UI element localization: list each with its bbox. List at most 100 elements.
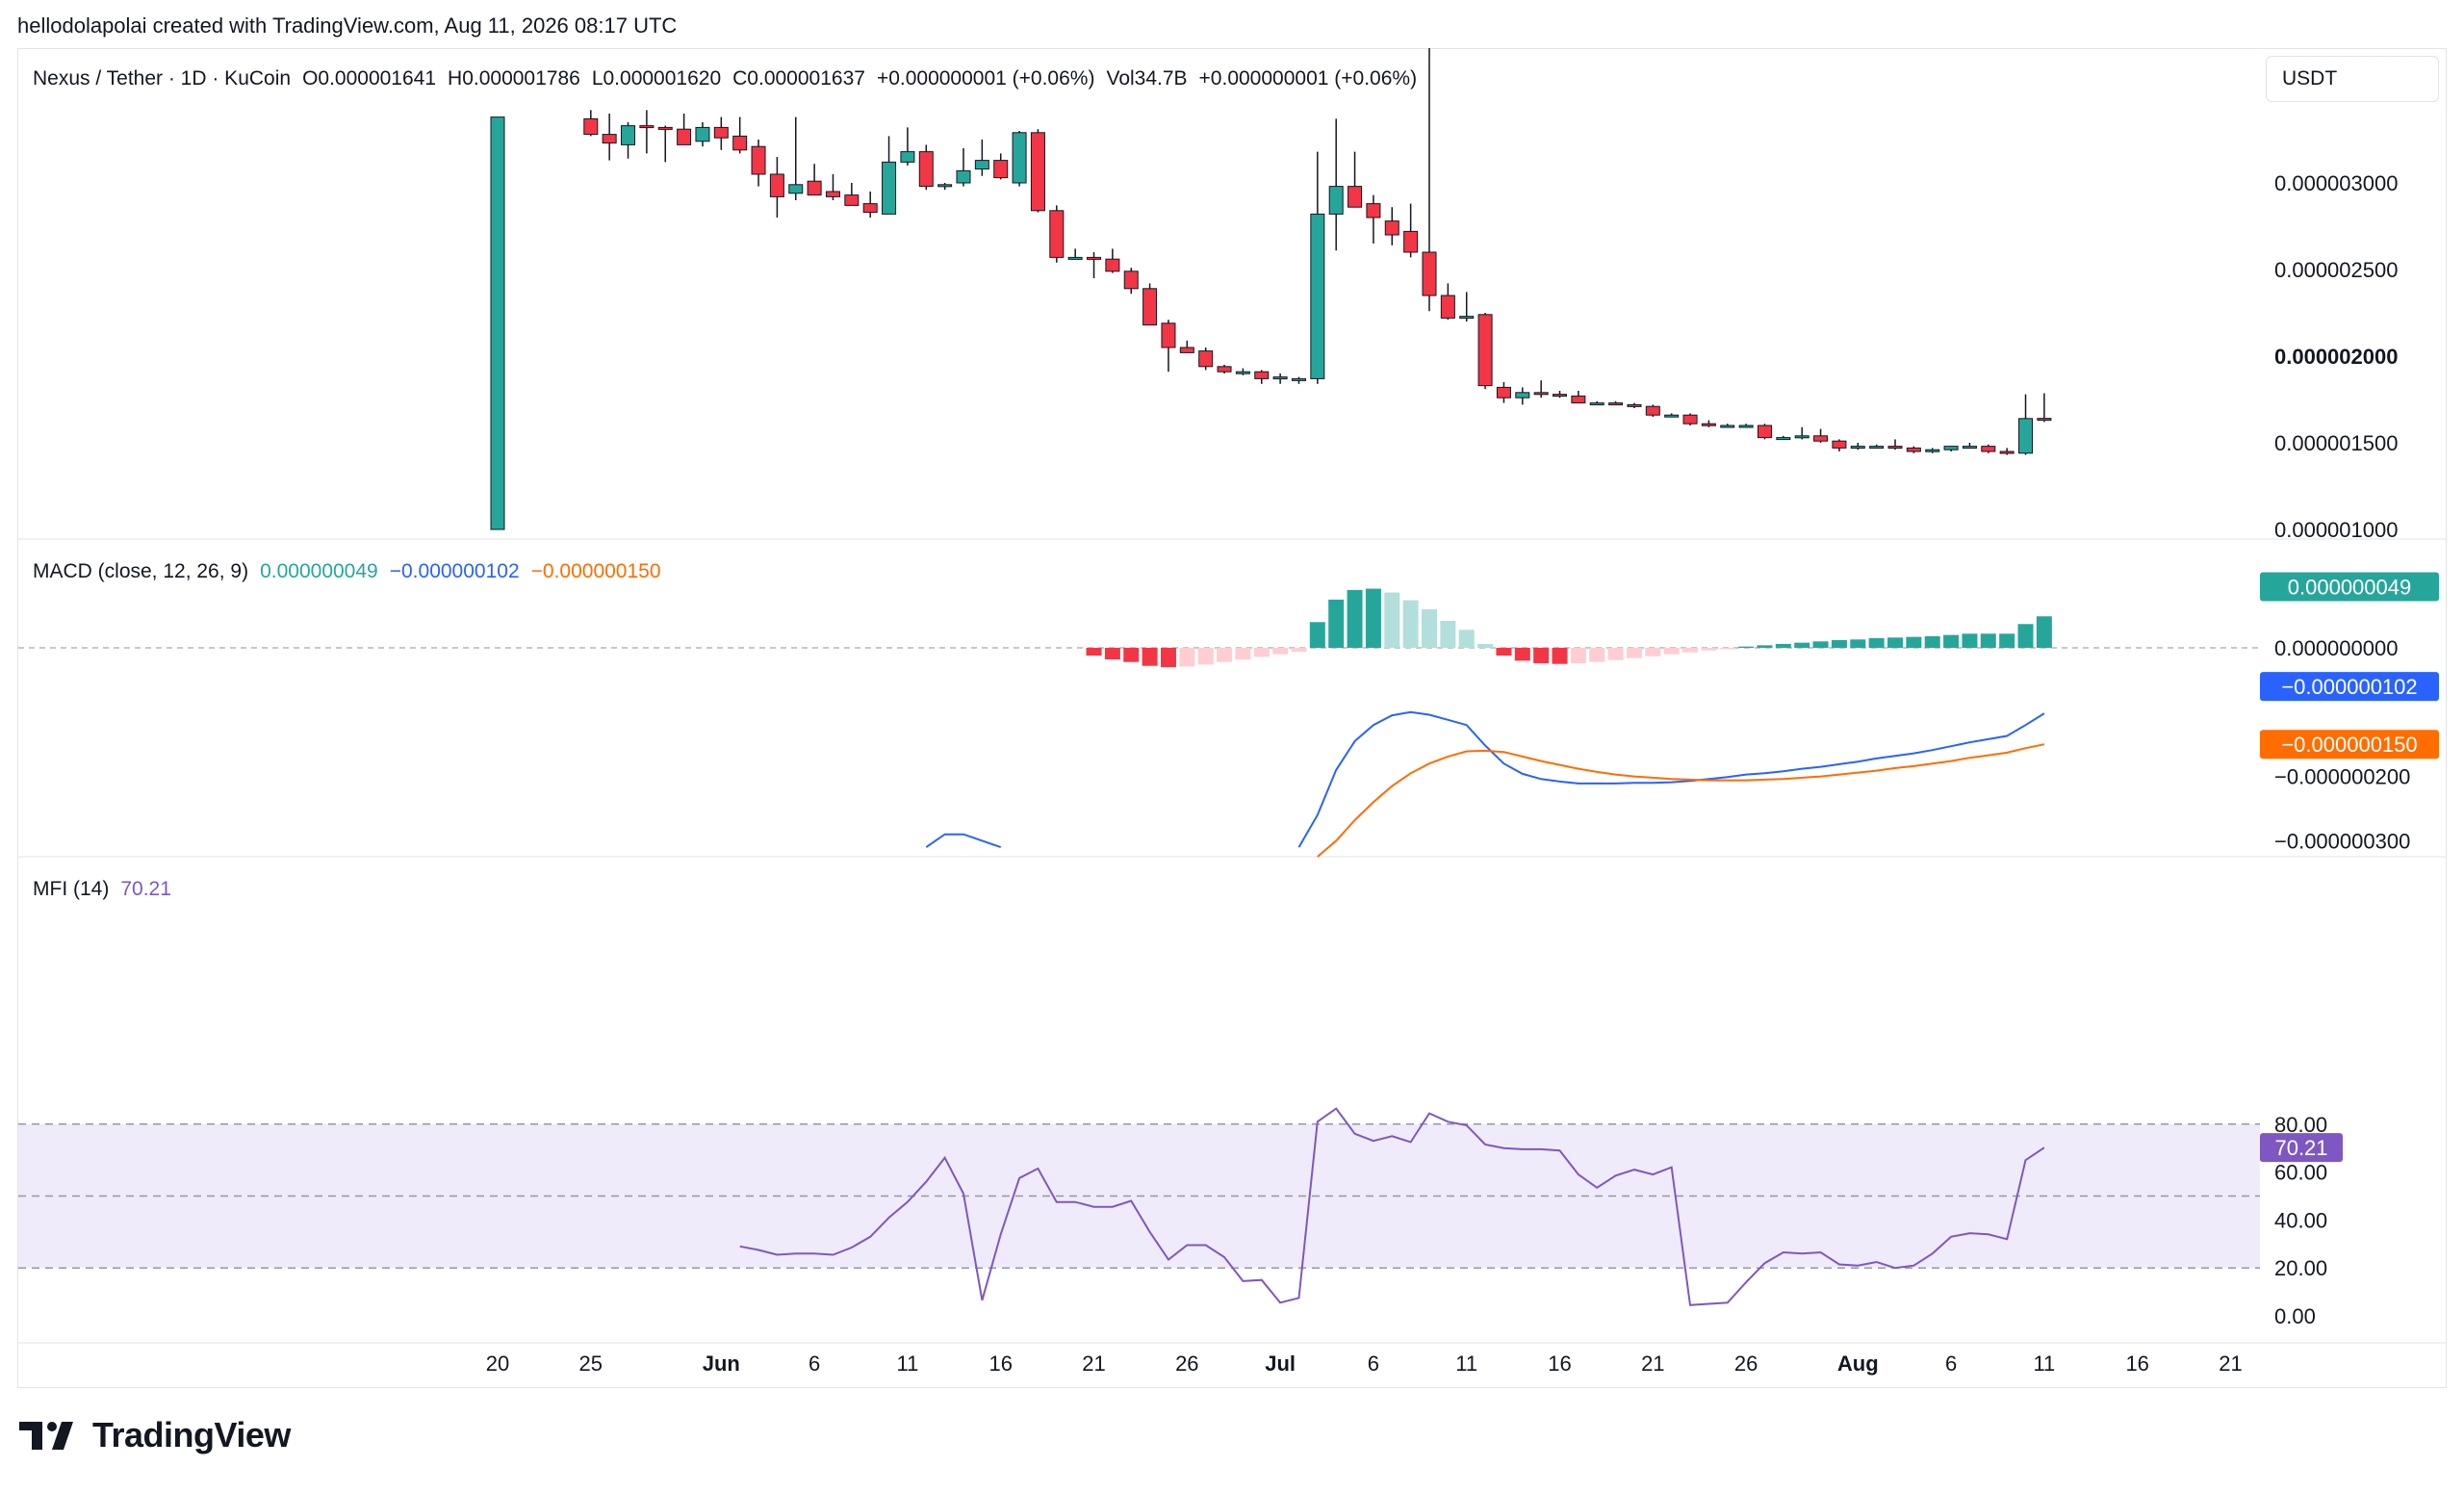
macd-line	[925, 710, 2045, 849]
close-value: C0.000001637	[732, 67, 865, 90]
mfi-axis-tick: 20.00	[2274, 1256, 2327, 1280]
candle-body	[677, 128, 692, 145]
macd-histogram-bar	[1626, 648, 1642, 658]
macd-histogram-bar	[2036, 616, 2052, 648]
candle-body	[639, 125, 654, 129]
candle-body	[1943, 446, 1959, 450]
macd-histogram-bar	[1253, 648, 1270, 657]
time-axis-tick: 16	[1548, 1351, 1571, 1376]
macd-legend: MACD (close, 12, 26, 9) 0.000000049 −0.000…	[33, 560, 673, 583]
macd-histogram-bar	[1496, 648, 1512, 656]
footer-logo: TradingView	[19, 1415, 291, 1455]
candle-body	[844, 194, 860, 206]
candle-body	[1794, 435, 1810, 439]
macd-hist-badge-text: 0.000000049	[2288, 576, 2411, 600]
macd-hist-badge-bg	[2260, 572, 2439, 602]
candle-body	[1272, 376, 1288, 380]
macd-histogram-bar	[1458, 630, 1475, 648]
candle-body	[1981, 446, 1996, 452]
candle-body	[974, 160, 989, 170]
candle-body	[1422, 251, 1437, 296]
symbol-label[interactable]: Nexus / Tether · 1D · KuCoin	[33, 67, 292, 90]
macd-histogram-bar	[1197, 648, 1214, 665]
candle-body	[769, 173, 784, 197]
tradingview-logo-icon	[19, 1422, 73, 1450]
candle-body	[1589, 402, 1604, 406]
candle-body	[1757, 425, 1772, 439]
currency-button[interactable]: USDT	[2266, 56, 2439, 102]
candle-body	[918, 151, 934, 188]
candle-body	[1366, 203, 1381, 219]
candle-body	[1776, 437, 1791, 441]
macd-hist-badge: 0.000000049	[2260, 572, 2439, 602]
macd-histogram-bar	[1402, 600, 1419, 648]
macd-histogram-bar	[1272, 648, 1289, 655]
candle-body	[1720, 425, 1735, 428]
candle-body	[1161, 322, 1176, 348]
macd-histogram-bar	[1235, 648, 1251, 660]
candle-body	[751, 145, 766, 175]
candle-body	[1477, 314, 1493, 387]
macd-histogram-bar	[1347, 589, 1363, 648]
candle-body	[1105, 258, 1120, 272]
mfi-axis-tick: 0.00	[2274, 1304, 2316, 1328]
candle-body	[1310, 213, 1325, 379]
chart-caption: hellodolapolai created with TradingView.…	[17, 13, 678, 38]
candle-body	[1813, 435, 1829, 442]
candle-body	[900, 151, 915, 163]
macd-histogram-bar	[1943, 634, 1960, 648]
macd-signal-line	[1317, 743, 2045, 858]
candle-body	[1012, 132, 1027, 184]
time-axis-tick: 6	[1945, 1351, 1957, 1376]
macd-histogram-bar	[1831, 639, 1847, 648]
candle-body	[695, 126, 710, 142]
candle-body	[1925, 449, 1940, 452]
macd-histogram-bar	[1794, 642, 1810, 648]
low-value: L0.000001620	[591, 67, 722, 90]
mfi-line	[739, 1107, 2045, 1306]
time-axis-tick: 20	[486, 1351, 509, 1376]
macd-histogram-bar	[1906, 636, 1922, 648]
macd-histogram-bar	[1570, 648, 1586, 664]
candle-body	[1682, 414, 1698, 425]
macd-histogram-bar	[1719, 648, 1735, 650]
time-axis-tick: 21	[1641, 1351, 1664, 1376]
macd-histogram-bar	[2017, 624, 2034, 648]
macd-histogram-bar	[1980, 633, 1996, 648]
time-axis-tick: 26	[1734, 1351, 1758, 1376]
candle-body	[807, 180, 822, 196]
macd-histogram-bar	[1589, 648, 1605, 662]
macd-title[interactable]: MACD (close, 12, 26, 9)	[33, 560, 249, 582]
candle-body	[1962, 446, 1977, 450]
time-axis-tick: 21	[2219, 1351, 2242, 1376]
candle-body	[1384, 220, 1399, 236]
candle-body	[1999, 450, 2015, 454]
macd-histogram-bar	[1962, 633, 1978, 648]
candle-body	[1459, 316, 1475, 320]
candle-body	[1123, 270, 1139, 290]
macd-axis-tick: 0.000000000	[2274, 636, 2398, 660]
volume-change-value: +0.000000001 (+0.06%)	[1198, 67, 1418, 90]
mfi-title[interactable]: MFI (14)	[33, 878, 110, 900]
macd-histogram-bar	[1775, 643, 1791, 648]
macd-histogram-bar	[1701, 648, 1717, 651]
macd-histogram-bar	[1924, 635, 1940, 648]
candle-body	[583, 117, 599, 136]
candle-body	[1403, 230, 1419, 253]
macd-signal-badge-bg	[2260, 730, 2439, 759]
macd-signal-badge-text: −0.000000150	[2281, 733, 2417, 757]
macd-histogram-bar	[1757, 645, 1773, 648]
macd-histogram-bar	[1365, 588, 1381, 648]
mfi-axis-tick: 80.00	[2274, 1113, 2327, 1137]
macd-histogram-bar	[1477, 643, 1494, 648]
macd-histogram-bar	[1999, 633, 2015, 648]
brand-name: TradingView	[92, 1415, 291, 1454]
candle-body	[1533, 392, 1549, 396]
macd-histogram-bar	[1552, 648, 1568, 664]
candle-body	[1142, 288, 1158, 326]
candle-body	[1645, 405, 1660, 416]
time-axis-tick: 16	[988, 1351, 1012, 1376]
high-value: H0.000001786	[448, 67, 580, 90]
macd-histogram-bar	[1422, 608, 1437, 648]
